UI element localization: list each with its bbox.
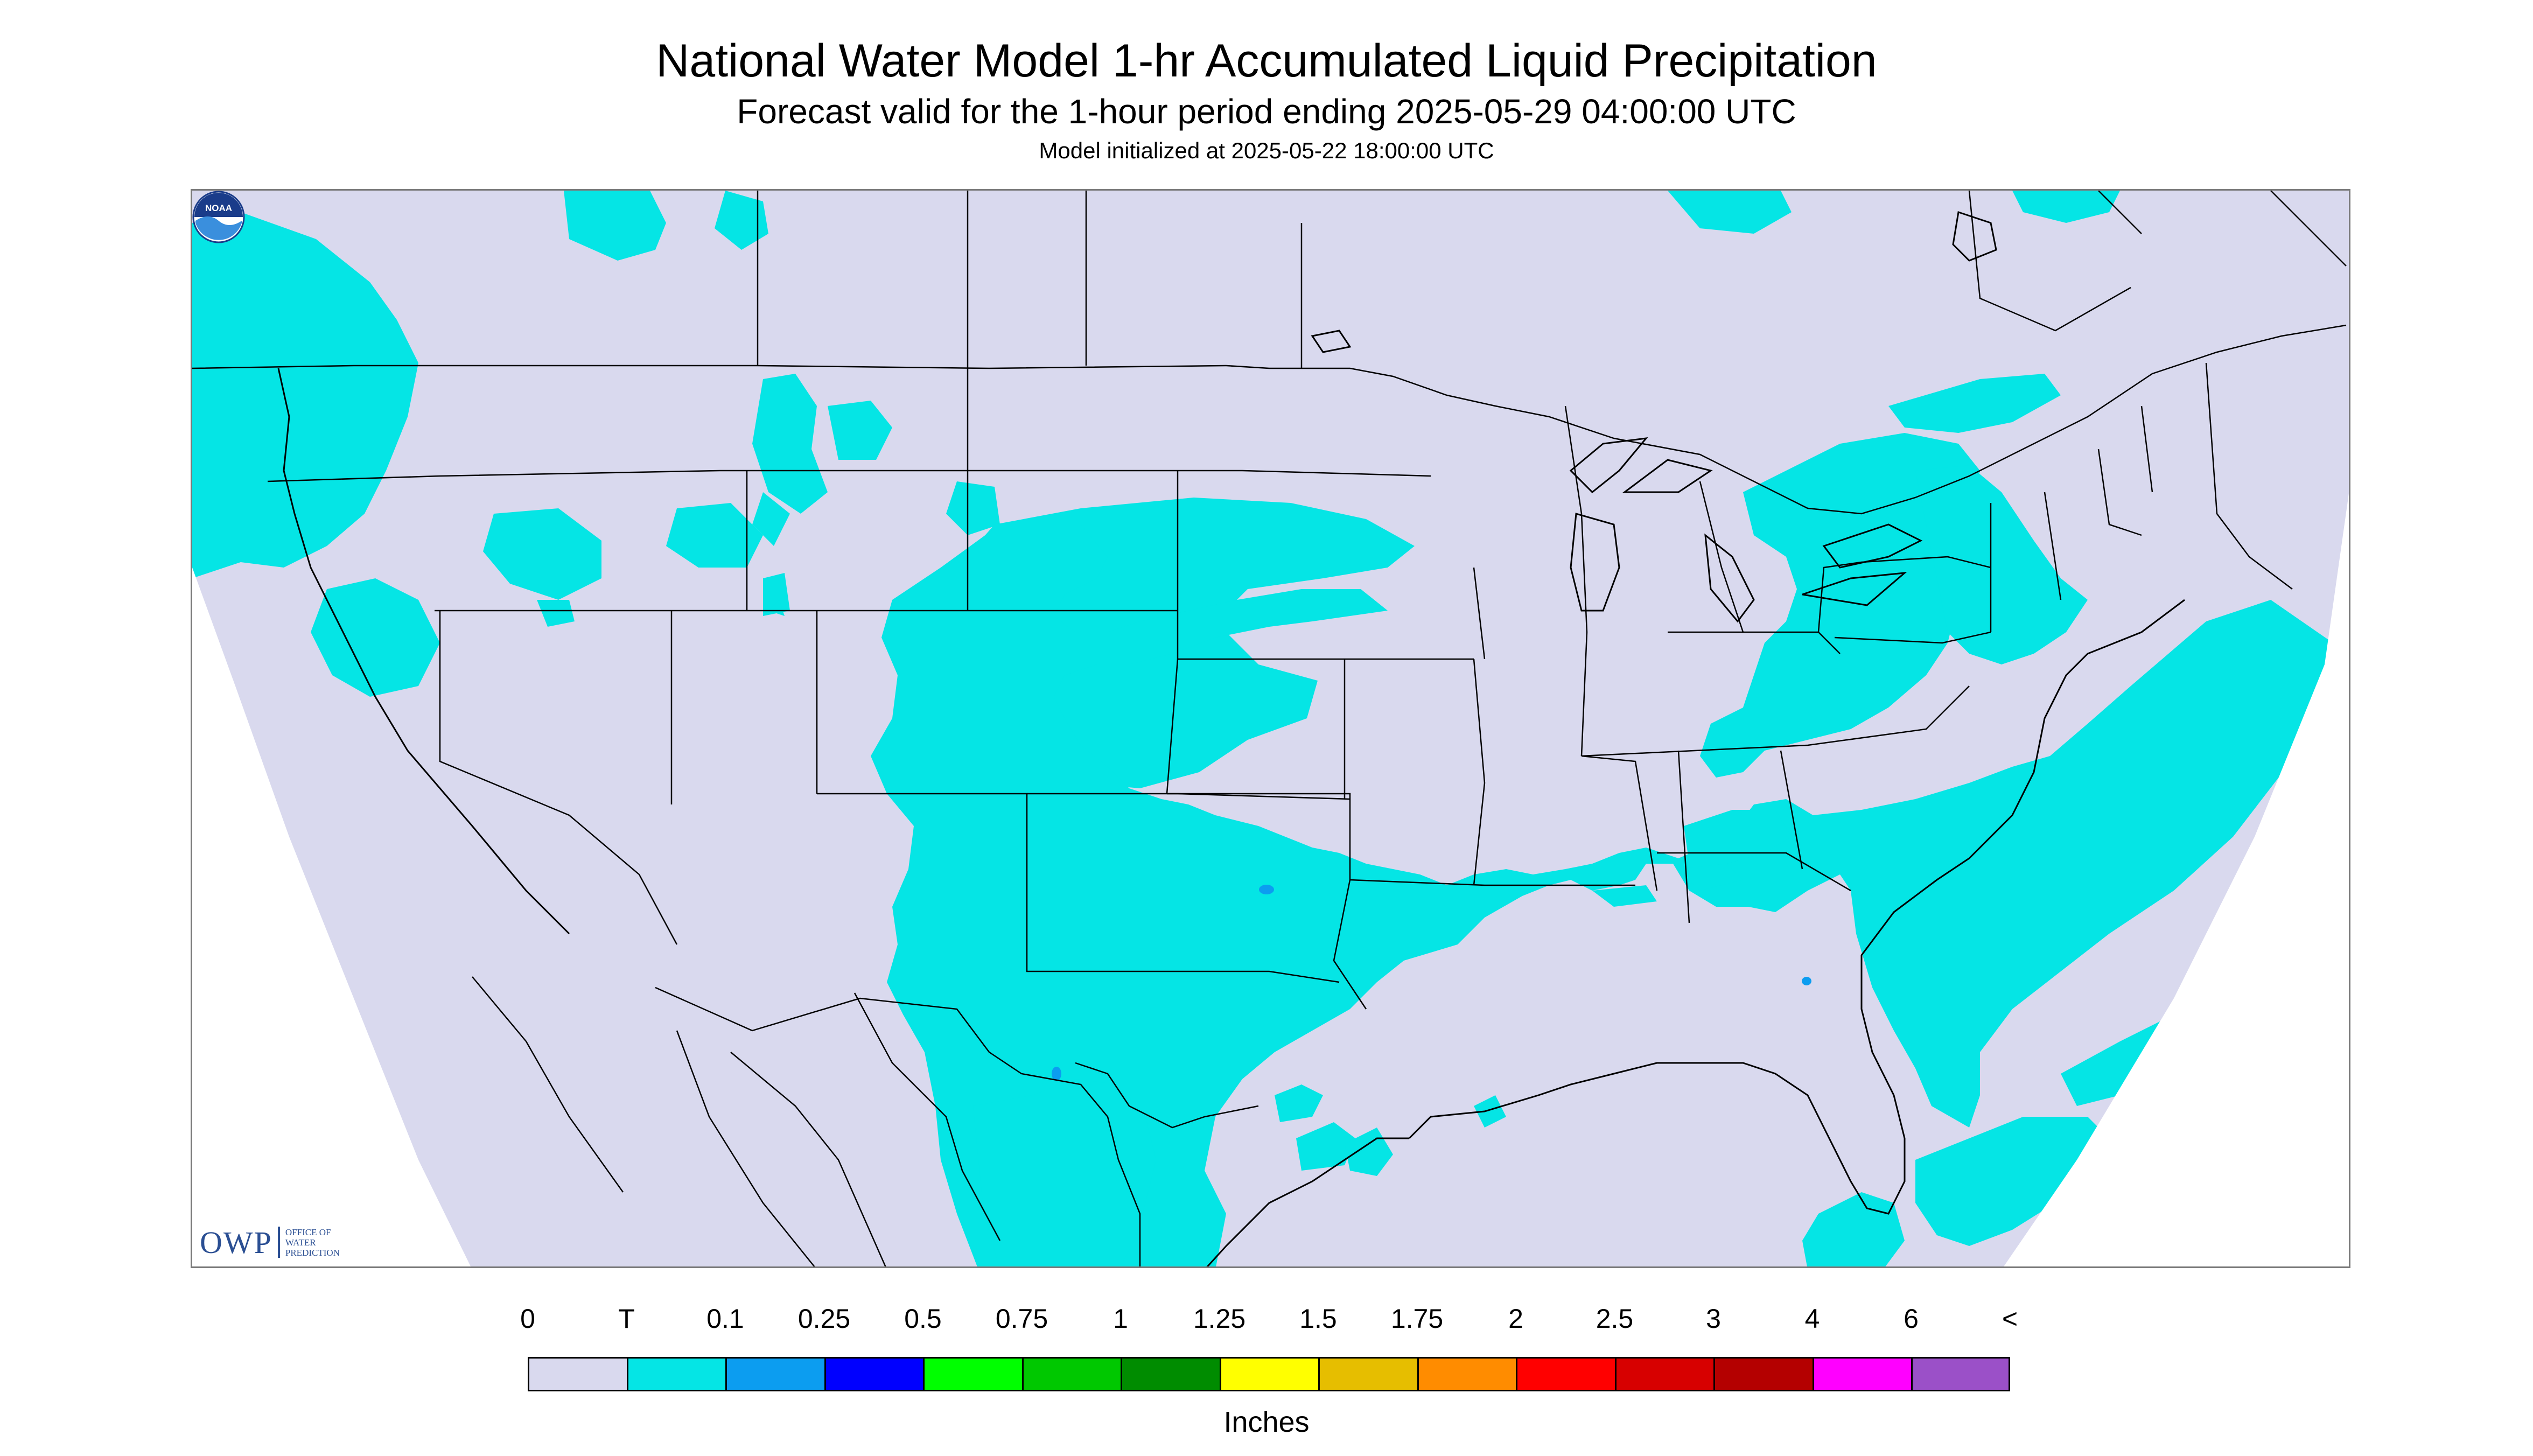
map-canvas <box>192 191 2349 1266</box>
legend-tick-label: 0.1 <box>706 1304 744 1334</box>
legend-swatch <box>1713 1357 1813 1391</box>
owp-logo-text: OFFICE OF WATER PREDICTION <box>285 1227 340 1258</box>
legend-swatch <box>725 1357 824 1391</box>
legend-swatch <box>528 1357 627 1391</box>
legend-swatch <box>923 1357 1022 1391</box>
legend-tick-label: 2 <box>1508 1304 1523 1334</box>
legend-swatch <box>1516 1357 1615 1391</box>
coastlines <box>277 211 2185 1266</box>
precipitation-map: OWP OFFICE OF WATER PREDICTION NOAA <box>191 189 2350 1268</box>
owp-logo-mark: OWP <box>200 1224 272 1260</box>
legend-swatch <box>1911 1357 2010 1391</box>
legend-tick-label: 1.75 <box>1390 1304 1444 1334</box>
legend-swatch <box>1318 1357 1417 1391</box>
legend-swatch <box>1417 1357 1516 1391</box>
legend-units-label: Inches <box>1223 1406 1310 1438</box>
legend-swatch <box>824 1357 923 1391</box>
legend-swatch <box>1021 1357 1121 1391</box>
legend-tick-label: 6 <box>1904 1304 1919 1334</box>
precip-legend: 0 T 0.1 0.25 0.5 0.75 1 1.25 1.5 1.75 2 2.5 3 4 6 < Inc… <box>0 1292 2533 1454</box>
owp-logo: OWP OFFICE OF WATER PREDICTION <box>200 1223 340 1261</box>
owp-logo-divider <box>277 1227 280 1258</box>
precip-light-spots <box>1052 885 1811 1081</box>
legend-swatch <box>626 1357 725 1391</box>
legend-tick-label: 1.5 <box>1299 1304 1337 1334</box>
legend-tick-label: 1.25 <box>1193 1304 1246 1334</box>
legend-tick-label: T <box>618 1304 635 1334</box>
legend-tick-label: 0.5 <box>904 1304 942 1334</box>
state-boundaries <box>192 191 2347 1266</box>
legend-tick-label: 3 <box>1706 1304 1721 1334</box>
legend-tick-label: 4 <box>1804 1304 1820 1334</box>
legend-swatch <box>1614 1357 1713 1391</box>
legend-tick-label: 0.75 <box>995 1304 1048 1334</box>
precip-trace-areas <box>192 191 2341 1266</box>
legend-tick-label: < <box>2002 1304 2018 1334</box>
legend-tick-label: 2.5 <box>1596 1304 1634 1334</box>
legend-tick-label: 1 <box>1113 1304 1128 1334</box>
noaa-logo-icon: NOAA <box>192 191 245 243</box>
legend-tick-label: 0 <box>520 1304 535 1334</box>
model-init-caption: Model initialized at 2025-05-22 18:00:00… <box>1039 138 1494 163</box>
forecast-valid-subtitle: Forecast valid for the 1-hour period end… <box>737 92 1796 131</box>
legend-swatch <box>1812 1357 1911 1391</box>
outside-domain-mask <box>192 493 2349 1266</box>
legend-swatch <box>1219 1357 1318 1391</box>
map-title: National Water Model 1-hr Accumulated Li… <box>656 35 1877 87</box>
legend-tick-label: 0.25 <box>797 1304 851 1334</box>
legend-swatch <box>1121 1357 1220 1391</box>
noaa-logo-text: NOAA <box>205 203 232 213</box>
